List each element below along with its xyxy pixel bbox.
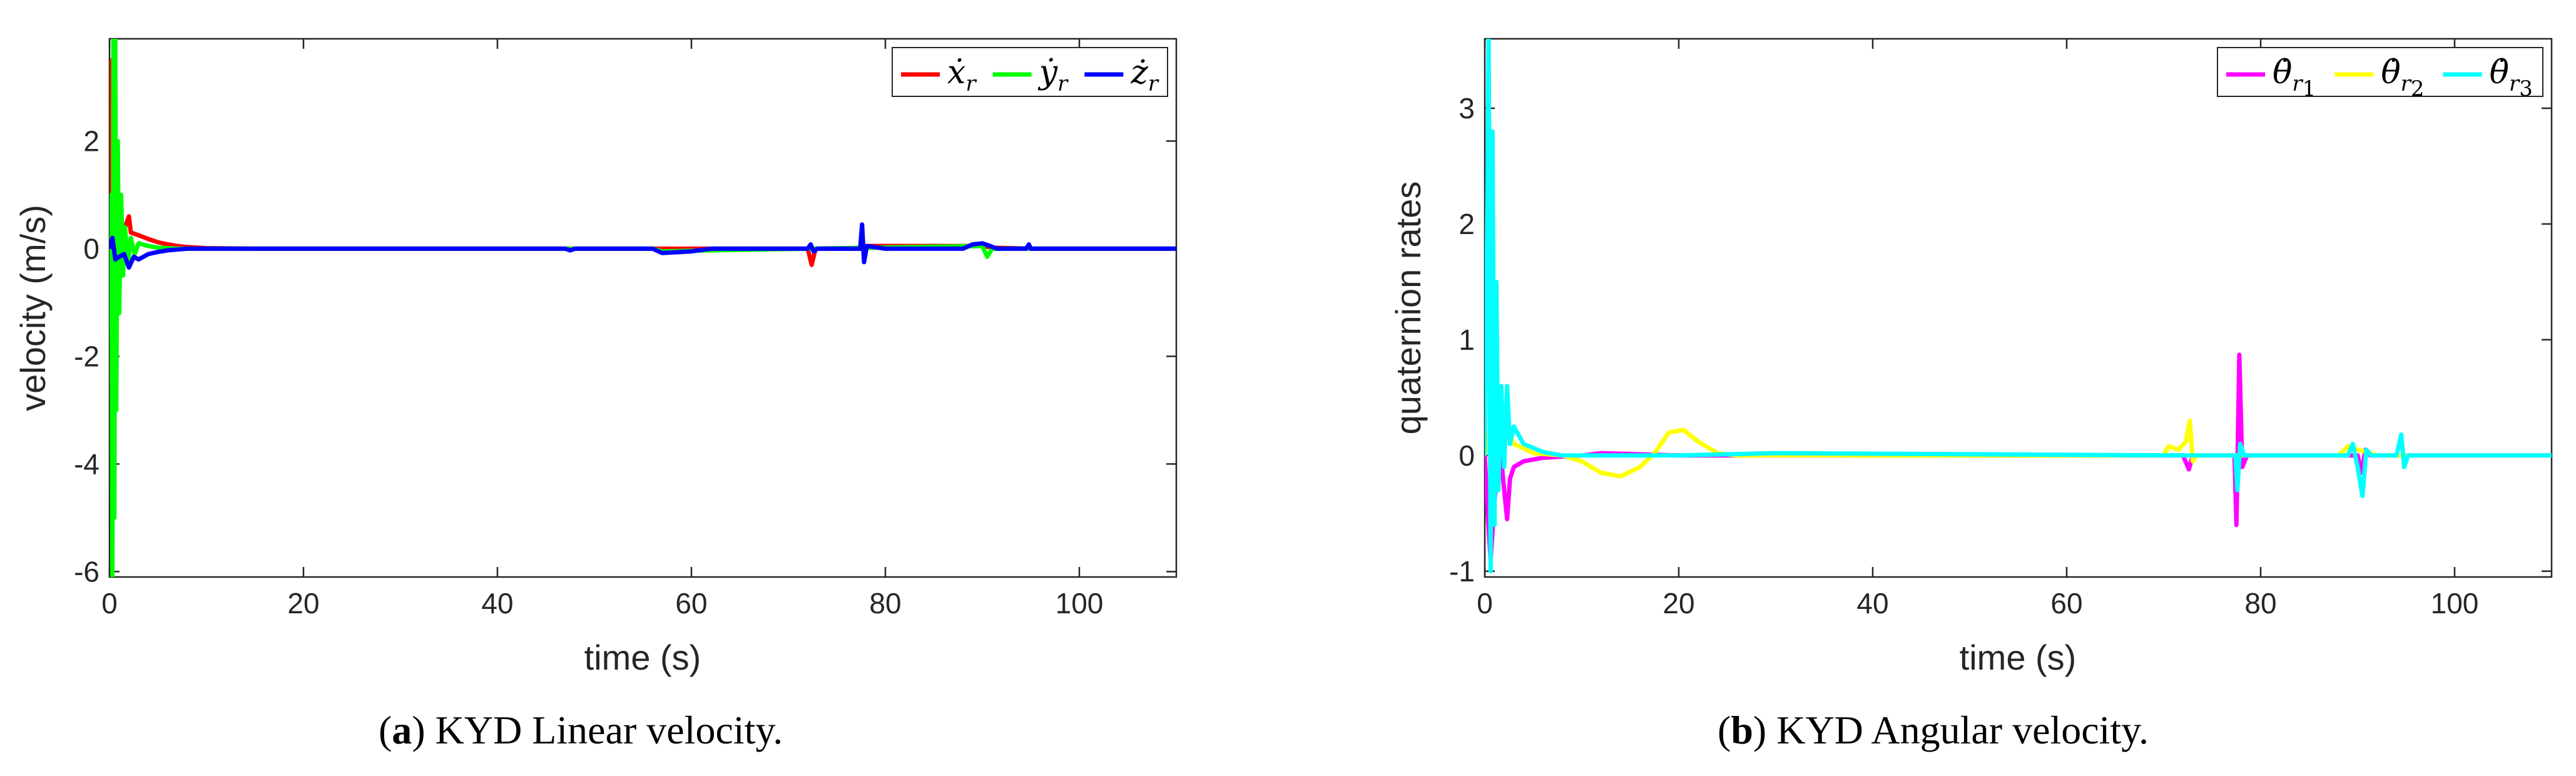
chart-a-series-group [109,39,1176,577]
chart-a-x-axis-label: time (s) [584,638,701,677]
chart-b-y-axis-label: quaternion rates [1388,181,1428,435]
chart-b-y-tick-label: 2 [1459,208,1475,240]
chart-b-x-tick-label: 20 [1662,587,1694,620]
chart-b-plot-area [1484,38,2553,578]
chart-b-y-tick-label: -1 [1449,555,1475,588]
chart-a-legend-label-3: żr [1130,54,1159,96]
chart-b-caption-text: KYD Angular velocity. [1776,708,2149,752]
chart-b-x-tick-label: 40 [1856,587,1888,620]
chart-b-x-tick-label: 0 [1477,587,1493,620]
chart-a-y-tick-label: -6 [74,555,99,588]
chart-b-series-group [1485,39,2552,574]
chart-a-y-axis-label: velocity (m/s) [13,205,53,411]
chart-a-x-tick-label: 60 [675,587,707,620]
chart-b-legend-label-1: θ̇r1 [2273,54,2316,101]
chart-a-x-tick-label: 100 [1056,587,1104,620]
chart-b-x-tick-label: 60 [2050,587,2082,620]
chart-b-legend-label-3: θ̇r3 [2490,54,2533,101]
chart-b-legend: θ̇r1 θ̇r2 θ̇r3 [2217,47,2543,101]
chart-a-caption-letter: a [392,708,412,752]
chart-a-caption-text: KYD Linear velocity. [435,708,783,752]
chart-b-x-axis-label: time (s) [1960,638,2077,677]
chart-a-y-tick-label: 0 [83,232,99,265]
chart-a-legend-label-1: ẋr [947,54,977,96]
chart-a-legend-box [892,47,1168,97]
chart-a-x-tick-label: 80 [869,587,901,620]
chart-a-y-tick-label: 2 [83,125,99,157]
chart-a-y-tick-label: -4 [74,447,99,480]
chart-a-y-tick-label: -2 [74,340,99,372]
chart-b-x-tick-label: 100 [2431,587,2479,620]
chart-a-caption: (a) KYD Linear velocity. [379,708,783,752]
chart-b-y-tick-label: 3 [1459,92,1475,125]
chart-b-legend-box [2217,47,2543,97]
chart-a-plot-area [108,38,1178,578]
chart-b-y-tick-label: 0 [1459,439,1475,472]
chart-b-legend-label-2: θ̇r2 [2381,54,2424,101]
chart-a-series-line-3 [109,222,1176,270]
chart-b-caption: (b) KYD Angular velocity. [1718,708,2149,752]
chart-a-x-tick-label: 0 [101,587,118,620]
chart-b-series-line-3 [1485,39,2552,574]
chart-a-x-tick-label: 20 [287,587,319,620]
chart-a-legend: ẋr ẏr żr [892,47,1168,97]
chart-b-x-tick-label: 80 [2244,587,2276,620]
chart-a-legend-label-2: ẏr [1038,54,1069,96]
chart-a-x-tick-label: 40 [481,587,513,620]
chart-a: 0 20 40 60 80 100 -6 -4 -2 0 2 time (s) velocity (… [13,38,1178,677]
chart-b-caption-letter: b [1731,708,1753,752]
chart-b-y-tick-label: 1 [1459,324,1475,356]
chart-a-gridless-ticks: 0 20 40 60 80 100 -6 -4 -2 0 2 [74,39,1176,620]
